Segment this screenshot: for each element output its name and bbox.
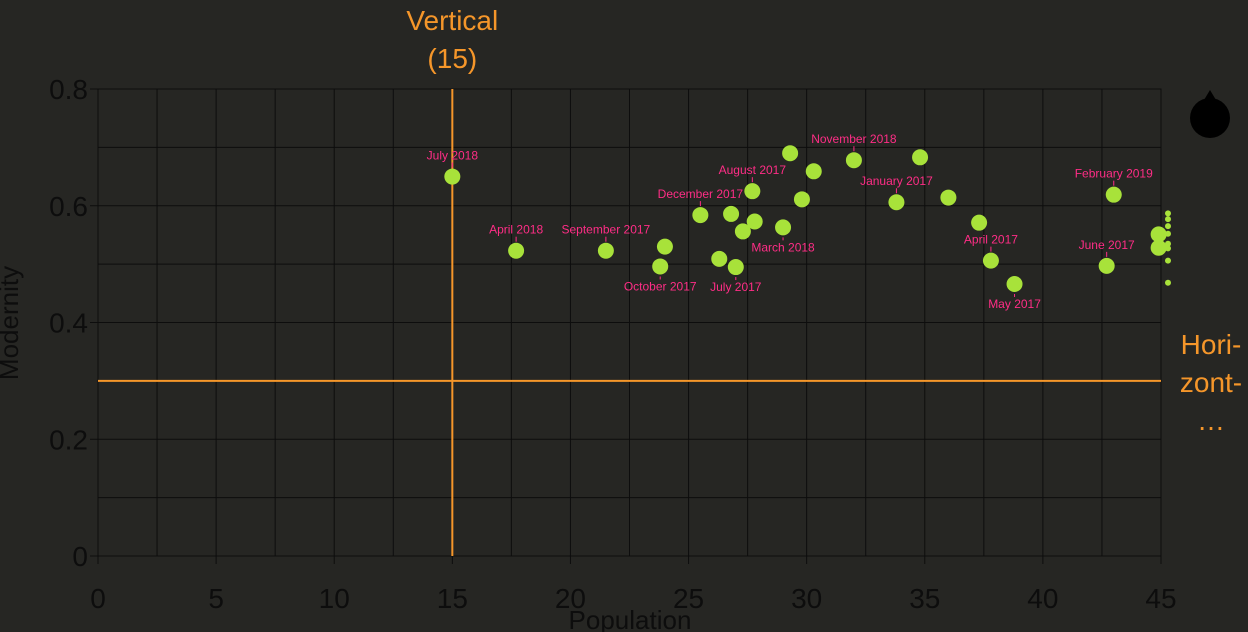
data-point bbox=[1150, 226, 1167, 243]
y-tick-label: 0 bbox=[72, 541, 88, 572]
data-point bbox=[444, 168, 461, 185]
data-point bbox=[711, 250, 728, 267]
point-label: June 2017 bbox=[1079, 238, 1135, 252]
data-point bbox=[597, 242, 614, 259]
point-label: April 2018 bbox=[489, 223, 543, 237]
x-tick-label: 0 bbox=[90, 583, 106, 614]
data-point bbox=[734, 223, 751, 240]
data-point bbox=[793, 191, 810, 208]
horizontal-reference-label: … bbox=[1197, 405, 1225, 436]
data-point bbox=[727, 259, 744, 276]
x-tick-label: 30 bbox=[791, 583, 822, 614]
grid bbox=[97, 88, 1162, 557]
data-point bbox=[723, 205, 740, 222]
y-tick-label: 0.6 bbox=[49, 191, 88, 222]
point-labels: July 2018 April 2018 September 2017 October… bbox=[427, 132, 1153, 311]
data-points bbox=[444, 145, 1167, 292]
x-tick-label: 25 bbox=[673, 583, 704, 614]
horizontal-reference-label: Hori- bbox=[1181, 329, 1242, 360]
vertical-reference-label: (15) bbox=[427, 43, 477, 74]
overflow-marker bbox=[1165, 230, 1171, 237]
round-drag-handle-icon[interactable] bbox=[1190, 90, 1230, 138]
x-tick-label: 35 bbox=[909, 583, 940, 614]
overflow-marker bbox=[1165, 223, 1171, 230]
data-point bbox=[782, 145, 799, 162]
data-point bbox=[912, 149, 929, 166]
point-label: May 2017 bbox=[988, 297, 1041, 311]
point-label: January 2017 bbox=[860, 174, 933, 188]
overflow-marker bbox=[1165, 210, 1171, 217]
data-point bbox=[746, 213, 763, 230]
y-tick-label: 0.2 bbox=[49, 424, 88, 455]
data-point bbox=[508, 242, 525, 259]
data-point bbox=[888, 194, 905, 211]
x-tick-label: 45 bbox=[1145, 583, 1176, 614]
point-label: April 2017 bbox=[964, 233, 1018, 247]
point-label: October 2017 bbox=[624, 279, 697, 293]
overflow-marker bbox=[1165, 279, 1171, 286]
point-label: February 2019 bbox=[1075, 167, 1153, 181]
vertical-reference-label: Vertical bbox=[406, 5, 498, 36]
overflow-markers bbox=[1165, 210, 1171, 286]
overflow-marker bbox=[1165, 240, 1171, 247]
x-tick-label: 40 bbox=[1027, 583, 1058, 614]
y-tick-label: 0.4 bbox=[49, 308, 88, 339]
data-point bbox=[971, 214, 988, 231]
x-axis-title: Population bbox=[569, 605, 692, 632]
overflow-marker bbox=[1165, 257, 1171, 264]
data-point bbox=[652, 258, 669, 275]
data-point bbox=[1105, 186, 1122, 203]
data-point bbox=[1006, 275, 1023, 292]
x-tick-label: 20 bbox=[555, 583, 586, 614]
point-label: July 2017 bbox=[710, 280, 762, 294]
reference-lines: Vertical (15) Hori-zont- … bbox=[98, 5, 1242, 556]
x-tick-label: 15 bbox=[437, 583, 468, 614]
point-label: September 2017 bbox=[562, 223, 651, 237]
data-point bbox=[1150, 239, 1167, 256]
data-point bbox=[940, 189, 957, 206]
y-axis-title: Modernity bbox=[0, 266, 24, 380]
x-tick-label: 5 bbox=[208, 583, 224, 614]
point-label: December 2017 bbox=[658, 187, 744, 201]
overflow-marker bbox=[1165, 216, 1171, 223]
data-point bbox=[805, 163, 822, 180]
data-point bbox=[775, 219, 792, 236]
axis-ticks: 0 5 10 15 20 25 30 35 40 45 0 0.2 0.4 0.6 0.8 bbox=[49, 74, 1177, 614]
data-point bbox=[656, 238, 673, 255]
x-tick-label: 10 bbox=[319, 583, 350, 614]
point-label: August 2017 bbox=[719, 163, 787, 177]
data-point bbox=[982, 252, 999, 269]
point-label: November 2018 bbox=[811, 132, 897, 146]
data-point bbox=[845, 152, 862, 169]
overflow-marker bbox=[1165, 245, 1171, 252]
data-point bbox=[744, 183, 761, 200]
point-label: March 2018 bbox=[751, 240, 815, 254]
y-tick-label: 0.8 bbox=[49, 74, 88, 105]
point-label: July 2018 bbox=[427, 149, 479, 163]
data-point bbox=[692, 207, 709, 224]
horizontal-reference-label: zont- bbox=[1180, 367, 1242, 398]
data-point bbox=[1098, 257, 1115, 274]
